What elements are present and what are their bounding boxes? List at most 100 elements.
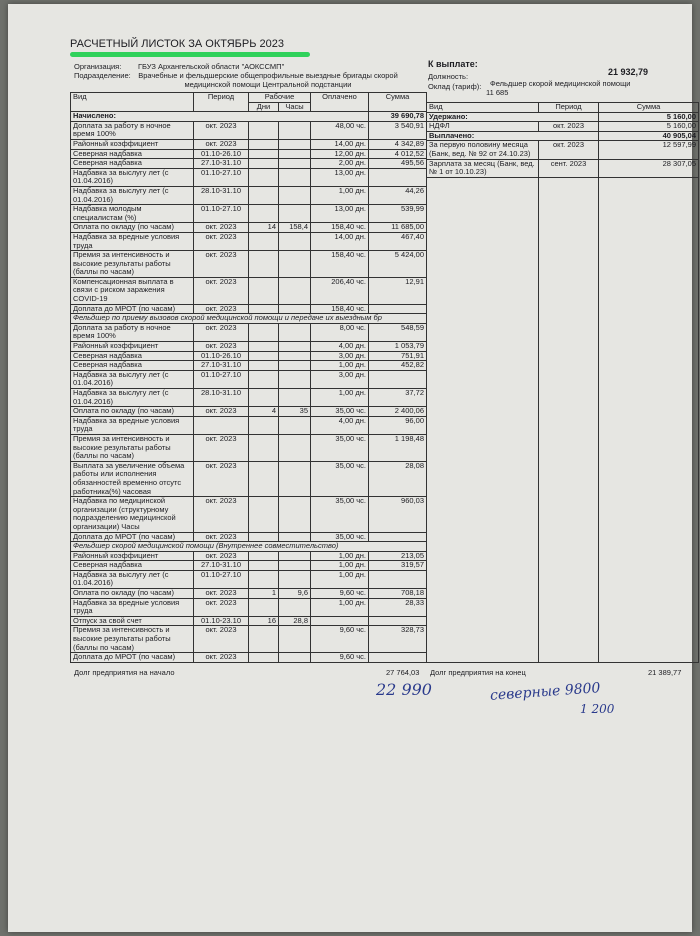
sum: 5 160,00	[598, 121, 699, 132]
days	[248, 138, 279, 150]
sum: 4 342,89	[368, 138, 427, 150]
header-cell: Оплачено	[310, 91, 369, 113]
row: Доплата до МРОТ (по часам) окт. 2023 35,00…	[70, 531, 427, 543]
days	[248, 560, 279, 571]
sum: 1 198,48	[368, 433, 427, 462]
paid: 2,00 дн.	[310, 158, 369, 169]
period: 01.10-23.10	[193, 615, 249, 627]
kind: НДФЛ	[426, 121, 539, 132]
days	[248, 148, 279, 160]
hours	[278, 433, 311, 462]
days	[248, 204, 279, 224]
header-cell: Сумма	[598, 102, 699, 113]
hours	[278, 531, 311, 543]
sum: 12,91	[368, 276, 427, 305]
period: окт. 2023	[193, 120, 249, 140]
row: Доплата до МРОТ (по часам) окт. 2023 9,60 …	[70, 652, 427, 663]
handwritten-note: 22 990	[376, 680, 432, 699]
kind: Надбавка за выслугу лет (с 01.04.2016)	[70, 569, 194, 590]
paid: 158,40 чс.	[310, 250, 369, 278]
sum: 452,82	[368, 360, 427, 371]
days	[248, 625, 279, 654]
days	[248, 322, 279, 343]
sum: 495,56	[368, 158, 427, 169]
period: сент. 2023	[538, 158, 599, 178]
hours	[278, 322, 311, 343]
debt-end: 21 389,77	[648, 668, 682, 677]
days	[248, 496, 279, 533]
row: Компенсационная выплата в связи с риском…	[70, 276, 427, 305]
total-label: Начислено:	[70, 111, 369, 122]
row: Районный коэффициент окт. 2023 1,00 дн. 213…	[70, 550, 427, 562]
row: Надбавка по медицинской организации (стр…	[70, 496, 427, 533]
period: 28.10-31.10	[193, 387, 249, 408]
kind: Надбавка за вредные условия труда	[70, 231, 194, 252]
kind: Доплата до МРОТ (по часам)	[70, 531, 194, 543]
row: Надбавка молодым специалистам (%) 01.10-2…	[70, 204, 427, 224]
total-row: Начислено: 39 690,78	[70, 111, 427, 122]
period: окт. 2023	[193, 597, 249, 617]
sum: 213,05	[368, 550, 427, 562]
kind: Доплата за работу в ночное время 100%	[70, 120, 194, 140]
payslip: РАСЧЕТНЫЙ ЛИСТОК ЗА ОКТЯБРЬ 2023 Организ…	[8, 4, 699, 932]
paid: 35,00 чс.	[310, 406, 369, 417]
handwritten-note: северные 9800	[489, 680, 601, 704]
days	[248, 158, 279, 169]
period: 01.10-26.10	[193, 148, 249, 160]
group-value: 40 905,04	[598, 130, 699, 142]
kind: Отпуск за свой счет	[70, 615, 194, 627]
header-cell: Период	[193, 91, 249, 113]
sum	[368, 615, 427, 627]
hours	[278, 387, 311, 408]
position: Фельдшер скорой медицинской помощи	[490, 79, 631, 88]
hours	[278, 250, 311, 278]
section-title: Фельдшер по приему вызовов скорой медици…	[70, 313, 427, 324]
row: Надбавка за выслугу лет (с 01.04.2016) 28…	[70, 387, 427, 408]
period: 01.10-27.10	[193, 167, 249, 187]
paid: 3,00 дн.	[310, 350, 369, 362]
row: Надбавка за выслугу лет (с 01.04.2016) 01…	[70, 369, 427, 390]
hours	[278, 276, 311, 305]
kind: Премия за интенсивность и высокие резуль…	[70, 433, 194, 462]
kind: Выплата за увеличение объема работы или …	[70, 460, 194, 498]
paid: 3,00 дн.	[310, 369, 369, 390]
period: окт. 2023	[193, 588, 249, 599]
hours	[278, 460, 311, 498]
hours	[278, 360, 311, 371]
row: Фельдшер скорой медицинской помощи (Внут…	[70, 541, 427, 552]
period	[193, 415, 249, 435]
header-cell: Рабочие	[248, 92, 311, 103]
paid: 1,00 дн.	[310, 560, 369, 571]
period: окт. 2023	[193, 496, 249, 533]
sum	[368, 569, 427, 590]
row: Фельдшер по приему вызовов скорой медици…	[70, 313, 427, 324]
accruals-table: Вид Период Рабочие Оплачено Сумма Дни Часы Начи…	[70, 91, 427, 663]
days	[248, 360, 279, 371]
kind: Премия за интенсивность и высокие резуль…	[70, 250, 194, 278]
paid: 9,60 чс.	[310, 652, 369, 663]
kind: Доплата за работу в ночное время 100%	[70, 322, 194, 343]
paid: 1,00 дн.	[310, 185, 369, 206]
days: 4	[248, 406, 279, 417]
row: Доплата за работу в ночное время 100% окт…	[70, 120, 427, 140]
empty-cell	[598, 176, 699, 663]
hours	[278, 148, 311, 160]
paid: 206,40 чс.	[310, 276, 369, 305]
row: Надбавка за выслугу лет (с 01.04.2016) 01…	[70, 167, 427, 187]
kind: Надбавка за вредные условия труда	[70, 597, 194, 617]
kind: Надбавка за выслугу лет (с 01.04.2016)	[70, 185, 194, 206]
hours: 9,6	[278, 588, 311, 599]
days	[248, 185, 279, 206]
row: Премия за интенсивность и высокие резуль…	[70, 250, 427, 278]
paid: 48,00 чс.	[310, 120, 369, 140]
header-cell: Сумма	[368, 91, 427, 113]
group-label: Выплачено:	[426, 130, 599, 142]
paid: 4,00 дн.	[310, 415, 369, 435]
header-cell: Вид	[426, 102, 539, 113]
sum: 44,26	[368, 185, 427, 206]
period: окт. 2023	[193, 406, 249, 417]
kind: Северная надбавка	[70, 148, 194, 160]
days	[248, 350, 279, 362]
salary: 11 685	[486, 88, 509, 97]
row: Оплата по окладу (по часам) окт. 2023 1 9,6…	[70, 588, 427, 599]
